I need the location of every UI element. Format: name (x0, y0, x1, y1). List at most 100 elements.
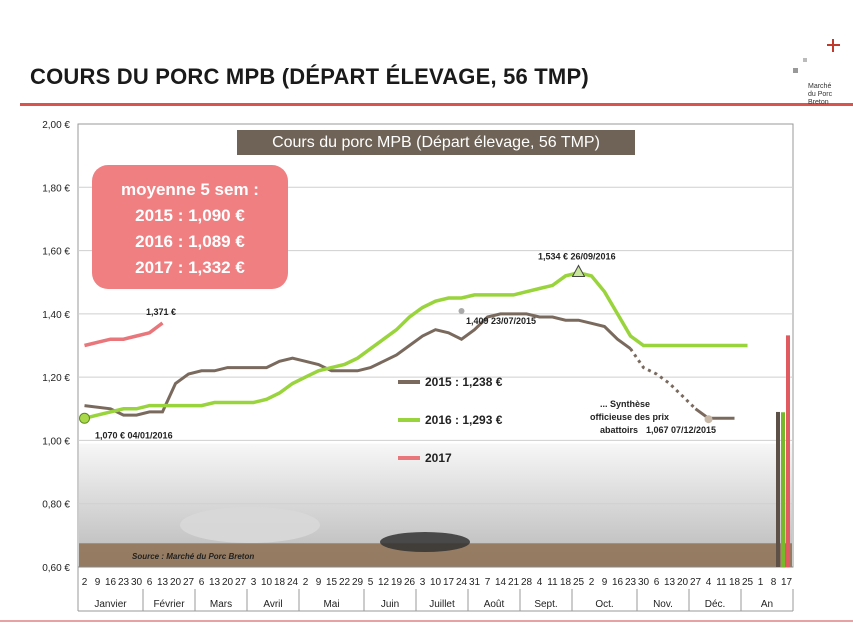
x-tick-label: 20 (222, 577, 234, 588)
source-label: Source : Marché du Porc Breton (132, 552, 254, 561)
x-tick-label: 25 (573, 577, 585, 588)
x-tick-label: 30 (638, 577, 650, 588)
month-label: Déc. (705, 599, 726, 610)
x-tick-label: 6 (199, 577, 205, 588)
legend-label-2015: 2015 : 1,238 € (425, 375, 503, 389)
x-tick-label: 7 (485, 577, 491, 588)
annotation-2016-max: 1,534 € 26/09/2016 (538, 251, 616, 261)
x-tick-label: 13 (157, 577, 169, 588)
month-label: Août (484, 599, 505, 610)
summary-bar-2015 (776, 411, 780, 567)
x-tick-label: 13 (664, 577, 676, 588)
x-tick-label: 8 (771, 577, 777, 588)
x-tick-label: 21 (508, 577, 520, 588)
legend-label-2016: 2016 : 1,293 € (425, 413, 503, 427)
month-label: Février (153, 599, 185, 610)
brand-logo (783, 38, 843, 108)
month-label: Janvier (94, 599, 127, 610)
month-label: Mars (210, 599, 232, 610)
x-tick-label: 2 (303, 577, 309, 588)
x-tick-label: 18 (274, 577, 286, 588)
marker-2015-max (458, 308, 465, 315)
note-line: ... Synthèse (600, 399, 650, 409)
average-2016: 2016 : 1,089 € (135, 232, 245, 251)
photo-figurine (180, 507, 320, 543)
x-tick-label: 22 (339, 577, 351, 588)
marker-2016-start (79, 412, 90, 424)
x-tick-label: 10 (261, 577, 273, 588)
month-label: Mai (323, 599, 339, 610)
x-tick-label: 16 (612, 577, 624, 588)
x-tick-label: 24 (287, 577, 299, 588)
x-tick-label: 5 (368, 577, 374, 588)
annotation-2015-min: 1,067 07/12/2015 (646, 425, 716, 435)
x-tick-label: 29 (352, 577, 364, 588)
x-tick-label: 2 (82, 577, 88, 588)
footer-divider (0, 620, 853, 622)
title-divider (20, 103, 853, 106)
y-tick-label: 0,80 € (42, 500, 70, 511)
chart-title: Cours du porc MPB (Départ élevage, 56 TM… (237, 130, 635, 155)
series-2016-line (84, 270, 748, 420)
annotation-2016-start: 1,070 € 04/01/2016 (95, 430, 173, 440)
x-tick-label: 27 (235, 577, 247, 588)
x-tick-label: 3 (251, 577, 257, 588)
x-tick-label: 11 (547, 577, 558, 588)
x-tick-label: 13 (209, 577, 221, 588)
x-tick-label: 27 (690, 577, 702, 588)
annotation-2015-max: 1,409 23/07/2015 (466, 316, 536, 326)
x-tick-label: 4 (706, 577, 712, 588)
x-tick-label: 12 (378, 577, 390, 588)
x-tick-label: 3 (420, 577, 426, 588)
average-2015: 2015 : 1,090 € (135, 206, 245, 225)
summary-bar-2016 (781, 412, 785, 567)
month-label: Juin (381, 599, 399, 610)
x-tick-label: 11 (716, 577, 727, 588)
x-tick-label: 9 (95, 577, 101, 588)
x-tick-label: 20 (677, 577, 689, 588)
annotation-2017-last: 1,371 € (146, 307, 176, 317)
month-label: Oct. (595, 599, 613, 610)
x-tick-label: 6 (654, 577, 660, 588)
marker-2015-min (704, 415, 713, 424)
x-tick-label: 14 (495, 577, 507, 588)
month-label: Avril (263, 599, 282, 610)
x-tick-label: 17 (443, 577, 455, 588)
x-tick-label: 6 (147, 577, 153, 588)
x-tick-label: 15 (326, 577, 338, 588)
month-label: Sept. (534, 599, 557, 610)
average-2017: 2017 : 1,332 € (135, 258, 245, 277)
x-tick-label: 19 (391, 577, 403, 588)
average-heading: moyenne 5 sem : (121, 180, 259, 199)
y-tick-label: 1,80 € (42, 183, 70, 194)
x-tick-label: 9 (602, 577, 608, 588)
x-tick-label: 26 (404, 577, 416, 588)
x-tick-label: 31 (469, 577, 481, 588)
month-label: Nov. (653, 599, 673, 610)
x-tick-label: 23 (118, 577, 130, 588)
note-line: abattoirs (600, 425, 638, 435)
x-tick-label: 23 (625, 577, 637, 588)
x-tick-label: 20 (170, 577, 182, 588)
x-tick-label: 18 (560, 577, 572, 588)
marker-2016-max (571, 264, 586, 277)
logo-text: Marché du Porc Breton (808, 83, 833, 106)
x-tick-label: 25 (742, 577, 754, 588)
y-tick-label: 0,60 € (42, 563, 70, 574)
y-tick-label: 1,20 € (42, 373, 70, 384)
month-label: Juillet (429, 599, 455, 610)
note-line: officieuse des prix (590, 412, 669, 422)
page-title: COURS DU PORC MPB (DÉPART ÉLEVAGE, 56 TM… (30, 64, 589, 89)
month-label: An (761, 599, 773, 610)
y-tick-label: 1,60 € (42, 247, 70, 258)
x-tick-label: 9 (316, 577, 322, 588)
x-tick-label: 16 (105, 577, 117, 588)
x-tick-label: 30 (131, 577, 143, 588)
average-box: moyenne 5 sem : 2015 : 1,090 € 2016 : 1,… (92, 165, 288, 289)
series-2017-line (84, 321, 164, 348)
x-tick-label: 17 (781, 577, 793, 588)
y-tick-label: 1,00 € (42, 436, 70, 447)
x-tick-label: 28 (521, 577, 533, 588)
x-tick-label: 27 (183, 577, 195, 588)
